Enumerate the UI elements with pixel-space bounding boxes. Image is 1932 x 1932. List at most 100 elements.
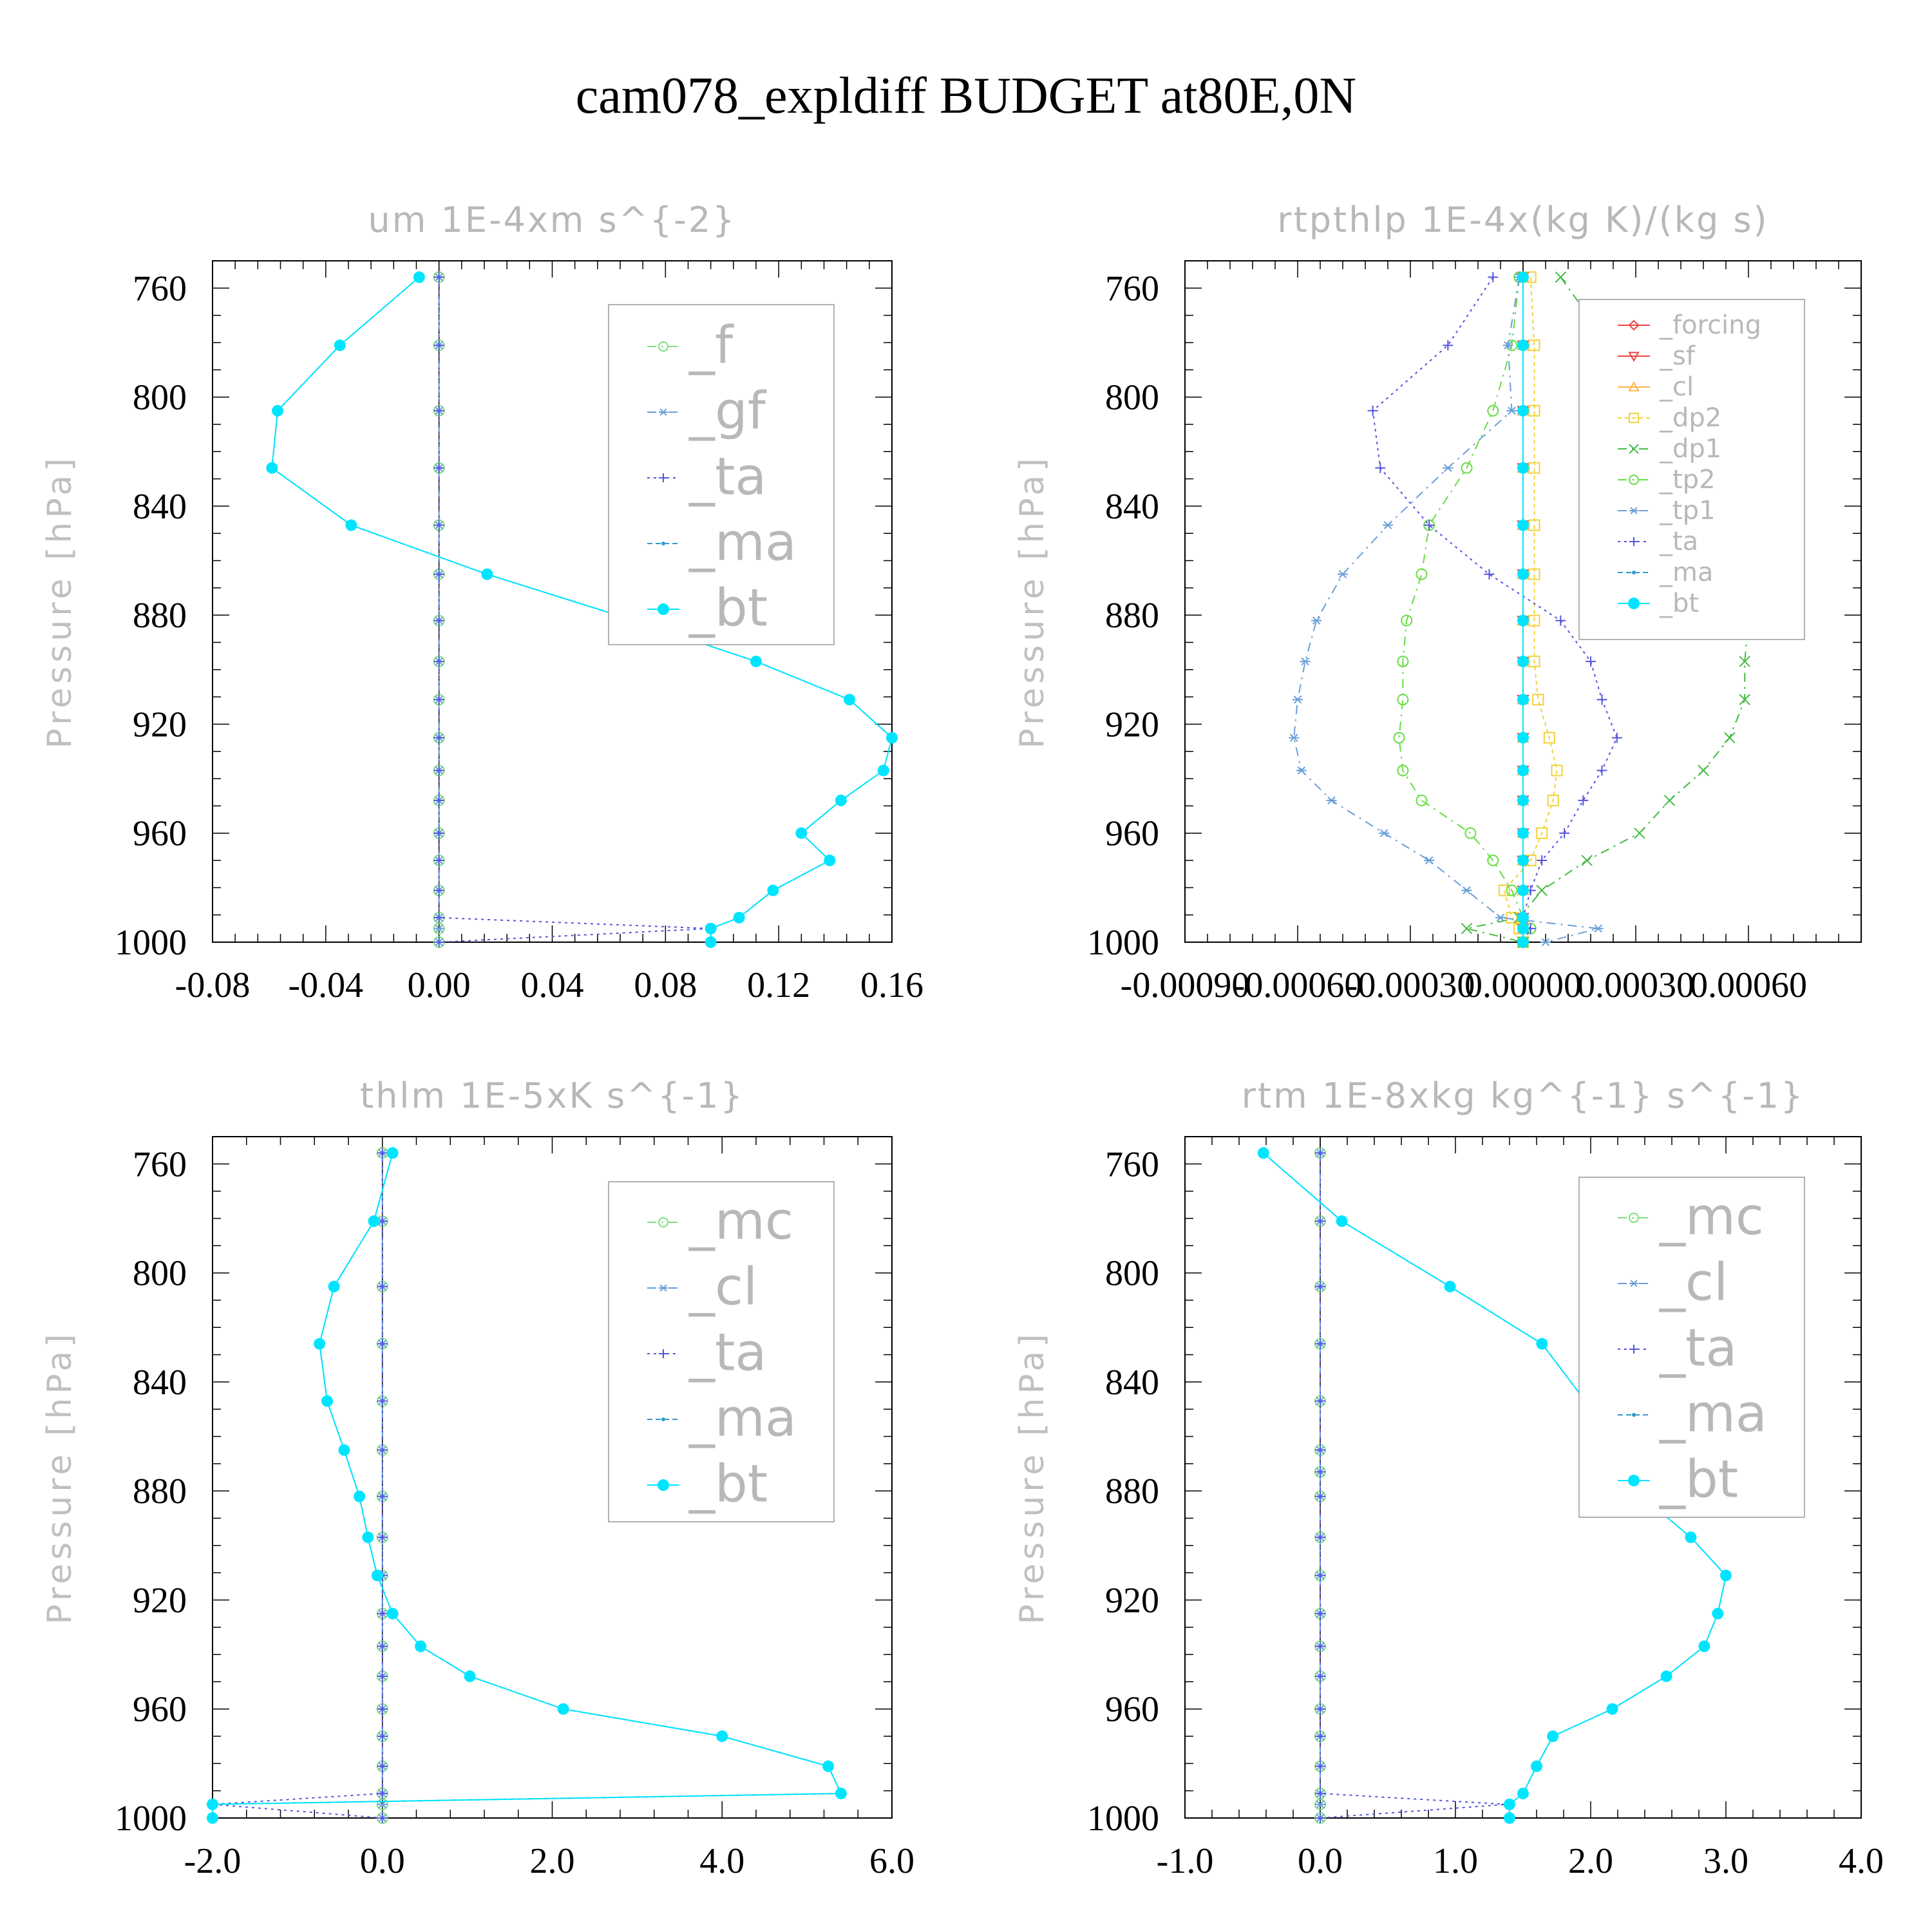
series-line: [1372, 276, 1618, 943]
series-bt: [266, 271, 898, 948]
data-point: [328, 1280, 340, 1293]
data-point: [1536, 827, 1548, 839]
legend-label: _ta: [688, 1323, 766, 1383]
data-point: [1606, 1703, 1618, 1715]
series-bt: [1257, 1147, 1732, 1824]
y-tick-label: 800: [1105, 378, 1159, 418]
data-point: [1375, 462, 1386, 473]
data-point: [433, 340, 444, 351]
legend-label: _bt: [1659, 589, 1699, 618]
data-point: [1315, 1703, 1325, 1714]
x-tick-label: 0.00060: [1690, 965, 1807, 1005]
data-point: [1315, 1532, 1325, 1543]
series-ta: [433, 272, 716, 947]
series-dp2: [1498, 271, 1563, 948]
data-point: [207, 1812, 218, 1824]
data-point: [1537, 855, 1548, 866]
x-tick-label: 2.0: [530, 1841, 575, 1881]
data-point: [1416, 568, 1428, 580]
y-tick-label: 880: [133, 1472, 187, 1511]
data-point: [1367, 405, 1378, 416]
panel-title: rtm 1E-8xkg kg^{-1} s^{-1}: [1242, 1075, 1805, 1116]
panel-title: rtpthlp 1E-4x(kg K)/(kg s): [1277, 200, 1768, 240]
x-tick-label: 0.00000: [1464, 965, 1582, 1005]
data-point: [1289, 734, 1300, 742]
data-point: [1296, 766, 1307, 775]
y-axis-label: Pressure [hPa]: [41, 1331, 79, 1625]
data-point: [371, 1569, 383, 1582]
data-point: [1315, 1671, 1325, 1681]
y-tick-label: 960: [133, 814, 187, 854]
y-tick-label: 840: [133, 1363, 187, 1403]
x-tick-label: -0.00030: [1346, 965, 1475, 1005]
data-point: [1397, 694, 1409, 706]
panel-3: thlm 1E-5xK s^{-1} Pressure [hPa] 760 800 84…: [41, 1075, 914, 1881]
data-point: [433, 924, 444, 933]
data-point: [1315, 1281, 1325, 1292]
data-point: [1495, 913, 1506, 922]
data-point: [1311, 616, 1322, 625]
data-point: [1586, 656, 1596, 667]
data-point: [1315, 1813, 1325, 1823]
data-point: [1424, 856, 1435, 865]
data-point: [377, 1788, 388, 1799]
data-point: [377, 1396, 388, 1406]
data-point: [1581, 855, 1593, 866]
legend-box: [608, 304, 835, 645]
data-point: [1315, 1216, 1325, 1227]
data-point: [1517, 614, 1529, 627]
data-point: [1393, 732, 1405, 744]
data-point: [413, 271, 425, 283]
legend-marker: [1629, 1213, 1639, 1223]
data-point: [377, 1444, 388, 1455]
legend-marker: [1629, 1345, 1638, 1354]
legend-label: _cl: [1659, 1253, 1728, 1312]
legend-box: [1578, 1177, 1805, 1518]
y-tick-label: 840: [1105, 487, 1159, 527]
data-point: [1593, 924, 1604, 933]
data-point: [1536, 884, 1548, 896]
data-point: [1379, 829, 1390, 838]
data-point: [1551, 764, 1563, 777]
data-point: [1315, 1570, 1325, 1581]
y-tick-label: 1000: [115, 923, 187, 963]
x-tick-label: -0.08: [175, 965, 251, 1005]
data-point: [433, 855, 444, 866]
x-tick-label: 0.00: [408, 965, 471, 1005]
data-point: [1517, 884, 1529, 896]
x-tick-label: -0.00090: [1121, 965, 1250, 1005]
x-tick-label: 0.04: [521, 965, 584, 1005]
data-point: [1578, 795, 1589, 806]
legend-marker: [1629, 507, 1638, 515]
data-point: [1502, 341, 1513, 350]
y-tick-label: 960: [1105, 1690, 1159, 1730]
x-tick-label: 4.0: [1839, 1841, 1884, 1881]
legend-label: _bt: [688, 1454, 768, 1514]
data-point: [1528, 614, 1540, 627]
y-tick-label: 1000: [115, 1799, 187, 1839]
legend-marker: [661, 1417, 665, 1421]
legend-marker: [1632, 571, 1636, 574]
legend-label: _bt: [1659, 1450, 1738, 1510]
legend-marker: [658, 341, 668, 352]
data-point: [767, 884, 779, 896]
series-line: [271, 276, 893, 942]
panel-title: thlm 1E-5xK s^{-1}: [360, 1075, 744, 1116]
data-point: [368, 1215, 380, 1227]
data-point: [377, 1281, 388, 1292]
data-point: [1517, 694, 1529, 706]
x-tick-label: 0.12: [747, 965, 810, 1005]
data-point: [1315, 1608, 1325, 1619]
data-point: [377, 1731, 388, 1742]
data-point: [377, 1813, 388, 1823]
panel-4: rtm 1E-8xkg kg^{-1} s^{-1} Pressure [hPa]…: [1013, 1075, 1884, 1881]
data-point: [362, 1531, 374, 1544]
x-tick-label: 0.08: [634, 965, 697, 1005]
data-point: [1517, 732, 1529, 744]
legend-label: _ma: [1659, 1384, 1767, 1444]
y-tick-label: 960: [133, 1690, 187, 1730]
data-point: [1338, 570, 1348, 578]
series-line: [438, 277, 711, 943]
data-point: [1517, 339, 1529, 352]
x-tick-label: 0.0: [1298, 1841, 1343, 1881]
